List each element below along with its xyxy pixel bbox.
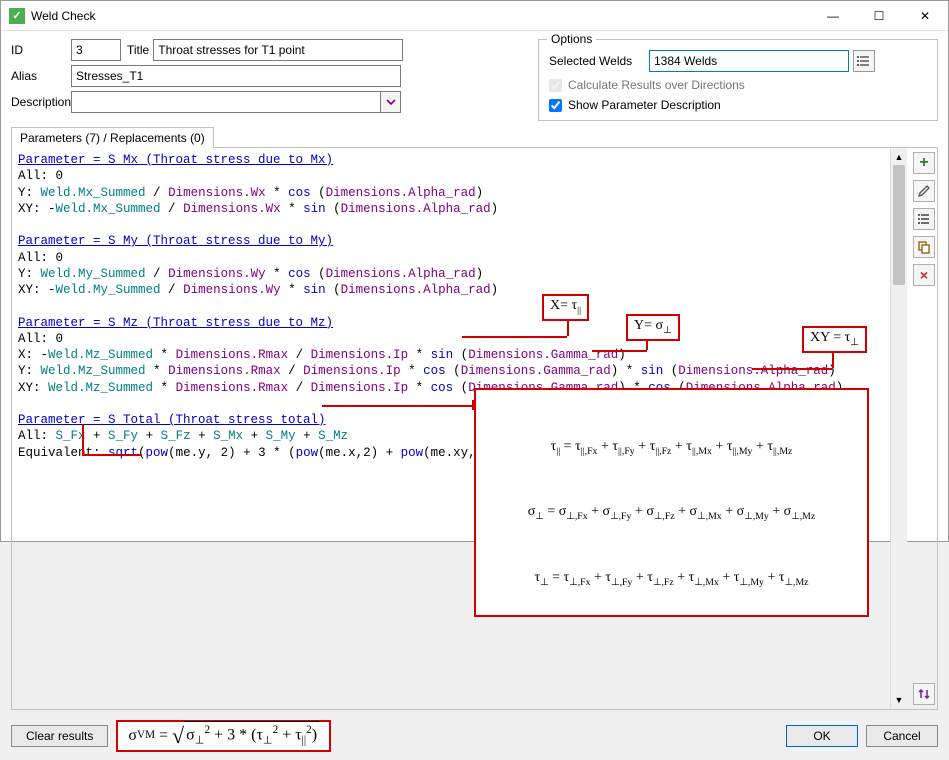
title-input[interactable] (153, 39, 403, 61)
annotation-line (462, 336, 567, 338)
maximize-button[interactable]: ☐ (856, 1, 902, 31)
annotation-line (322, 405, 472, 407)
scroll-down-button[interactable]: ▼ (891, 692, 907, 709)
show-param-desc-checkbox[interactable] (549, 99, 562, 112)
parameters-tab[interactable]: Parameters (7) / Replacements (0) (11, 127, 214, 148)
pencil-icon (917, 184, 931, 198)
select-welds-list-button[interactable] (853, 50, 875, 72)
side-toolbar: + × (907, 148, 937, 709)
vertical-scrollbar[interactable]: ▲ ▼ (890, 148, 907, 709)
window-title: Weld Check (31, 9, 810, 23)
cancel-button[interactable]: Cancel (866, 725, 938, 747)
copy-icon (917, 240, 931, 254)
window-controls: — ☐ ✕ (810, 1, 948, 31)
sort-button[interactable] (913, 683, 935, 705)
calc-directions-checkbox (549, 79, 562, 92)
selected-welds-label: Selected Welds (549, 54, 649, 68)
scroll-thumb[interactable] (893, 165, 905, 285)
annotation-line (592, 350, 647, 352)
annotation-line (82, 454, 142, 456)
close-button[interactable]: ✕ (902, 1, 948, 31)
ok-button[interactable]: OK (786, 725, 858, 747)
annotation-component-formulas: τ|| = τ||,Fx + τ||,Fy + τ||,Fz + τ||,Mx … (474, 388, 869, 617)
clear-results-button[interactable]: Clear results (11, 725, 108, 747)
chevron-down-icon (386, 97, 396, 107)
title-label: Title (127, 43, 149, 57)
annotation-line (752, 368, 832, 370)
id-label: ID (11, 43, 71, 57)
options-legend: Options (547, 32, 596, 46)
titlebar: ✓ Weld Check — ☐ ✕ (1, 1, 948, 31)
annotation-vm-formula: σVM = √σ⊥2 + 3 * (τ⊥2 + τ||2) (116, 720, 331, 752)
annotation-line (82, 424, 84, 454)
selected-welds-input[interactable] (649, 50, 849, 72)
annotation-xy-box: XY = τ⊥ (802, 326, 867, 353)
scroll-up-button[interactable]: ▲ (891, 148, 907, 165)
add-button[interactable]: + (913, 152, 935, 174)
code-editor[interactable]: Parameter = S Mx (Throat stress due to M… (12, 148, 890, 709)
weld-check-dialog: ✓ Weld Check — ☐ ✕ ID Title Alias (0, 0, 949, 542)
options-group: Options Selected Welds (538, 39, 938, 121)
edit-button[interactable] (913, 180, 935, 202)
annotation-y-box: Y= σ⊥ (626, 314, 680, 341)
dialog-content: ID Title Alias Description (1, 31, 948, 760)
alias-label: Alias (11, 69, 71, 83)
code-frame: Parameter = S Mx (Throat stress due to M… (11, 147, 938, 710)
list-button[interactable] (913, 208, 935, 230)
delete-button[interactable]: × (913, 264, 935, 286)
app-icon: ✓ (9, 8, 25, 24)
alias-input[interactable] (71, 65, 401, 87)
calc-directions-label: Calculate Results over Directions (568, 78, 745, 92)
scroll-track[interactable] (891, 165, 907, 692)
show-param-desc-label: Show Parameter Description (568, 98, 721, 112)
form-fields: ID Title Alias Description (11, 39, 528, 121)
description-input[interactable] (71, 91, 381, 113)
sort-icon (917, 687, 931, 701)
list-icon (857, 54, 871, 68)
id-input[interactable] (71, 39, 121, 61)
copy-button[interactable] (913, 236, 935, 258)
description-label: Description (11, 95, 71, 109)
list-icon (917, 212, 931, 226)
top-panel: ID Title Alias Description (11, 39, 938, 121)
annotation-x-box: X= τ|| (542, 294, 589, 321)
description-dropdown-button[interactable] (381, 91, 401, 113)
minimize-button[interactable]: — (810, 1, 856, 31)
bottom-bar: Clear results σVM = √σ⊥2 + 3 * (τ⊥2 + τ|… (11, 710, 938, 752)
